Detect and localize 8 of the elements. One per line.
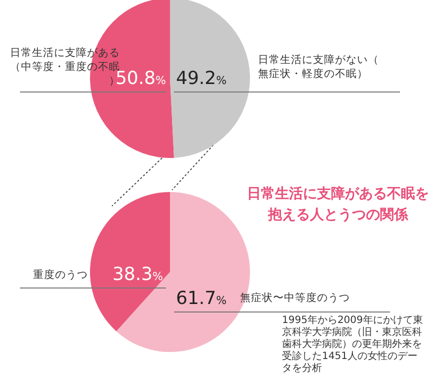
text: 1995年から2009年にかけて東京科学大学病院（旧・東京医科歯科大学病院）の更年期外来を受診した1451人の女性のデータを分析 [282, 314, 423, 374]
slice-label: 無症状〜中等度のうつ [240, 291, 350, 304]
slice-label: 日常生活に支障がない（無症状・軽度の不眠） [258, 53, 379, 80]
data-label: 49.2% [176, 68, 227, 89]
chart-title: 日常生活に支障がある不眠を抱える人とうつの関係 [247, 185, 429, 223]
data-label: 38.3% [112, 264, 163, 285]
data-label: 61.7% [176, 288, 227, 309]
slice-label: 重度のうつ [33, 268, 88, 281]
